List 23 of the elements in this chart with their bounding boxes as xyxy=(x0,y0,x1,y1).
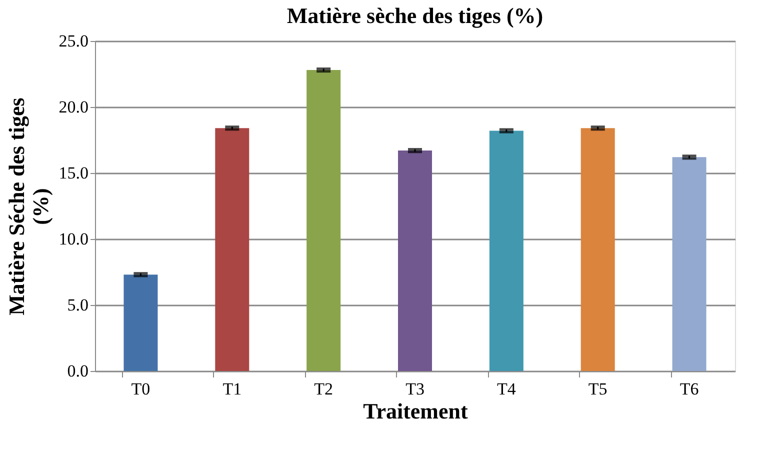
y-tick-label: 15.0 xyxy=(58,164,88,182)
bar xyxy=(124,274,158,371)
bar xyxy=(489,130,524,371)
y-tick-label: 0.0 xyxy=(67,362,88,380)
x-tick-label: T3 xyxy=(406,380,424,398)
bar xyxy=(672,157,706,371)
y-tick-label: 10.0 xyxy=(58,230,88,248)
chart-title: Matière sèche des tiges (%) xyxy=(286,3,544,28)
x-tick-label: T4 xyxy=(496,380,516,398)
bar xyxy=(306,70,341,371)
x-tick-label: T5 xyxy=(588,380,608,398)
y-tick-label: 25.0 xyxy=(58,32,88,50)
x-tick-label: T6 xyxy=(680,380,699,398)
x-tick-label: T1 xyxy=(222,380,242,398)
bar xyxy=(215,128,250,371)
bar xyxy=(398,150,432,371)
y-tick-label: 20.0 xyxy=(58,98,88,116)
y-axis-title: Matière Séche des tiges (%) xyxy=(4,97,53,316)
x-tick-label: T2 xyxy=(314,380,334,398)
x-tick-label: T0 xyxy=(131,380,150,398)
x-axis-title: Traitement xyxy=(363,398,468,424)
bar xyxy=(580,128,615,371)
y-tick-label: 5.0 xyxy=(67,296,88,314)
